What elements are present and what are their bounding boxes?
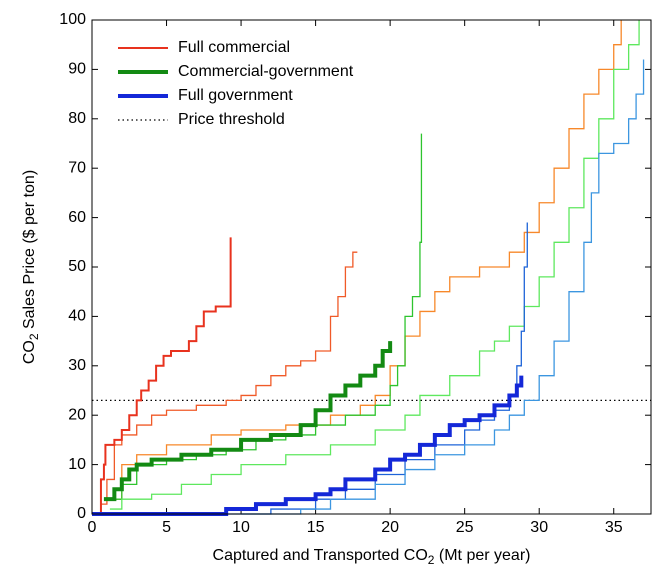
y-tick-label: 70 [68, 159, 86, 176]
y-tick-label: 40 [68, 308, 86, 325]
x-tick-label: 30 [530, 519, 548, 536]
series-line [92, 375, 524, 516]
x-axis-label-sub: 2 [428, 553, 435, 567]
legend-label: Price threshold [178, 111, 285, 128]
y-tick-label: 100 [59, 11, 86, 28]
x-tick-label: 35 [605, 519, 623, 536]
x-axis-label-part: (Mt per year) [434, 547, 530, 564]
y-axis-label-part: CO [21, 340, 38, 364]
series-line [100, 251, 358, 505]
x-axis-label-part: Captured and Transported CO [213, 547, 428, 564]
x-tick-label: 25 [456, 519, 474, 536]
y-tick-label: 80 [68, 110, 86, 127]
x-axis-label: Captured and Transported CO2 (Mt per yea… [213, 547, 531, 567]
legend-label: Full commercial [178, 39, 290, 56]
legend-label: Full government [178, 87, 293, 104]
y-tick-label: 30 [68, 357, 86, 374]
series-line [103, 341, 393, 502]
y-axis-label: CO2 Sales Price ($ per ton) [21, 170, 41, 364]
series-line [241, 59, 645, 515]
series-line [99, 237, 232, 515]
y-tick-label: 10 [68, 456, 86, 473]
x-tick-label: 20 [381, 519, 399, 536]
y-axis-label-part: Sales Price ($ per ton) [21, 170, 38, 334]
x-tick-label: 15 [307, 519, 325, 536]
y-axis-label-sub: 2 [27, 333, 41, 340]
y-tick-label: 60 [68, 209, 86, 226]
legend-label: Commercial-government [178, 63, 354, 80]
y-tick-label: 0 [77, 505, 86, 522]
y-tick-label: 90 [68, 61, 86, 78]
x-tick-label: 5 [162, 519, 171, 536]
series-line [109, 20, 640, 510]
plot-frame [91, 19, 652, 515]
y-tick-label: 50 [68, 258, 86, 275]
y-tick-label: 20 [68, 406, 86, 423]
x-tick-label: 10 [232, 519, 250, 536]
series-line [103, 20, 622, 500]
x-tick-label: 0 [88, 519, 97, 536]
